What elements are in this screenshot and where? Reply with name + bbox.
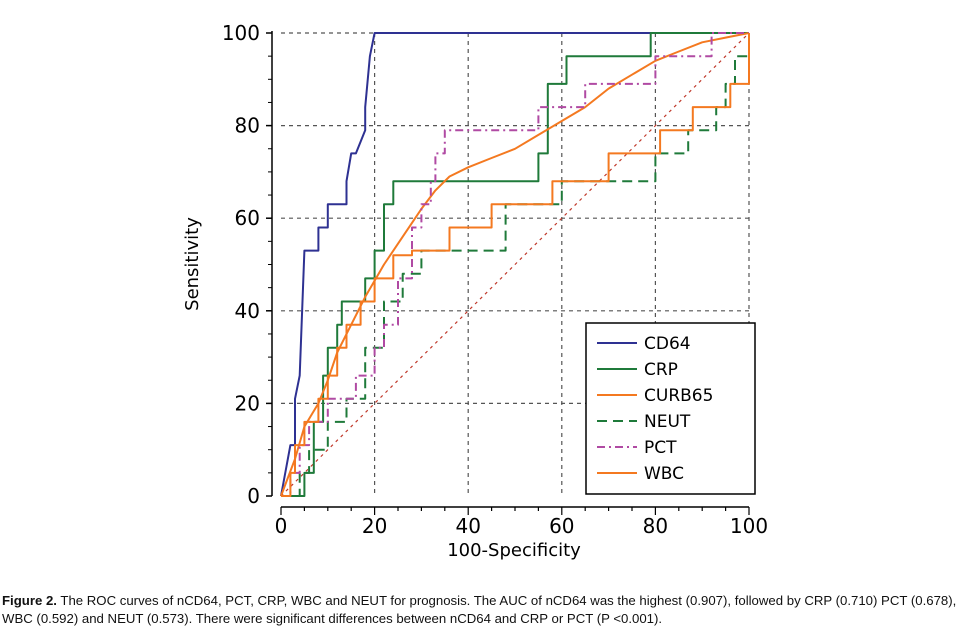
- caption-label: Figure 2.: [2, 593, 57, 608]
- y-tick-label: 40: [235, 299, 260, 323]
- series-line-wbc: [281, 33, 750, 497]
- y-tick-label: 20: [235, 391, 260, 415]
- caption-text: The ROC curves of nCD64, PCT, CRP, WBC a…: [2, 593, 957, 626]
- legend-box: [585, 322, 756, 495]
- roc-chart: 0 20 40 60 80 100 0 20 40 60 80 100 100-Specificity…: [182, 21, 768, 561]
- legend-label-wbc: WBC: [644, 464, 684, 484]
- series-line-cd64: [280, 32, 749, 497]
- y-tick-label: 80: [235, 114, 260, 138]
- y-tick-label: 100: [222, 21, 260, 45]
- figure-caption: Figure 2. The ROC curves of nCD64, PCT, …: [2, 592, 964, 628]
- series-line-pct: [281, 32, 749, 497]
- y-tick-label: 60: [235, 206, 260, 230]
- legend-label-neut: NEUT: [644, 412, 691, 432]
- x-axis-title: 100-Specificity: [447, 540, 581, 561]
- legend-label-cd64: CD64: [644, 334, 691, 354]
- x-tick-label: 60: [549, 514, 574, 538]
- reference-diagonal: [280, 32, 750, 497]
- x-tick-label: 20: [362, 514, 387, 538]
- x-tick-label: 0: [275, 514, 288, 538]
- y-axis-title: Sensitivity: [182, 217, 203, 311]
- legend: CD64 CRP CURB65 NEUT PCT WBC: [585, 322, 756, 495]
- legend-label-crp: CRP: [644, 360, 678, 380]
- y-tick-label: 0: [247, 484, 260, 508]
- legend-label-pct: PCT: [644, 438, 677, 458]
- x-tick-label: 80: [643, 514, 668, 538]
- legend-label-curb65: CURB65: [644, 386, 713, 406]
- reference-line: [280, 32, 750, 497]
- axes-layer: [266, 31, 750, 515]
- series-layer: [280, 32, 750, 497]
- tick-labels: 0 20 40 60 80 100 0 20 40 60 80 100: [222, 21, 768, 538]
- x-tick-label: 40: [455, 514, 480, 538]
- series-line-neut: [281, 33, 750, 497]
- x-tick-label: 100: [730, 514, 768, 538]
